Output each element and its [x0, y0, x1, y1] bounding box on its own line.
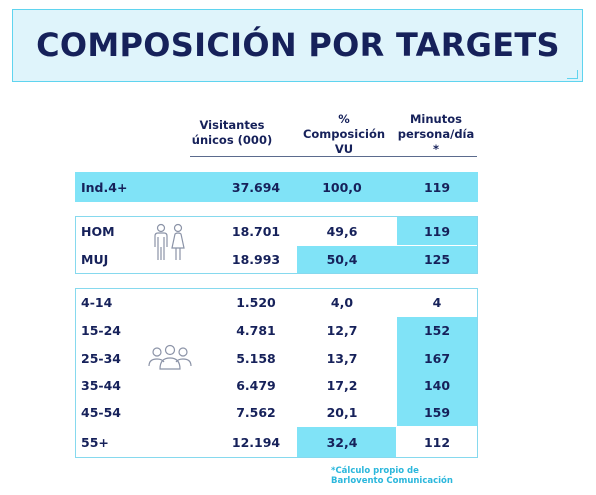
composition-cell: 20,1	[326, 405, 358, 420]
highlight-muj-composition-minutes	[297, 246, 477, 273]
minutes-cell: 119	[423, 179, 451, 195]
minutes-cell: 159	[423, 405, 451, 420]
table-row-age: 55+ 12.194 32,4 112	[75, 427, 477, 457]
row-label: HOM	[81, 223, 115, 239]
page-title: COMPOSICIÓN POR TARGETS	[36, 26, 560, 64]
visitors-cell: 37.694	[231, 179, 281, 195]
footnote-line1: *Cálculo propio de	[331, 466, 419, 476]
man-woman-icon	[154, 223, 185, 260]
row-label: 15-24	[81, 323, 121, 338]
visitors-cell: 18.993	[231, 252, 281, 267]
minutes-cell: 125	[423, 252, 451, 267]
highlight-55-composition	[297, 427, 396, 457]
visitors-cell: 18.701	[231, 223, 281, 239]
minutes-cell: 152	[423, 323, 451, 338]
composition-cell: 32,4	[326, 434, 358, 450]
gender-group-box	[75, 216, 478, 274]
age-group-box	[75, 288, 478, 458]
minutes-cell: 140	[423, 378, 451, 393]
header-visitors-line1: Visitantes	[199, 118, 265, 132]
header-composition-line3: VU	[334, 142, 354, 156]
table-row-hom: HOM 18.701 49,6 119	[75, 217, 477, 245]
visitors-cell: 1.520	[236, 295, 276, 310]
visitors-cell: 12.194	[231, 434, 281, 450]
table-row-muj: MUJ 18.993 50,4 125	[75, 246, 477, 273]
table-row-age: 15-24 4.781 12,7 152	[75, 317, 477, 344]
group-people-icon	[148, 344, 192, 370]
header-minutes-line1: Minutos	[409, 112, 462, 126]
minutes-cell: 119	[423, 223, 451, 239]
row-label: 4-14	[81, 295, 113, 310]
table-row-age: 25-34 5.158 13,7 167	[75, 344, 477, 372]
row-label: 25-34	[81, 350, 121, 366]
header-composition-line2: Composición	[302, 127, 386, 141]
header-composition: % Composición VU	[297, 112, 391, 157]
row-label: 55+	[81, 434, 109, 450]
row-label: 35-44	[81, 378, 121, 393]
row-label: MUJ	[81, 252, 109, 267]
row-label: Ind.4+	[81, 179, 128, 195]
visitors-cell: 6.479	[236, 378, 276, 393]
header-divider	[190, 156, 477, 157]
header-visitors-line2: únicos (000)	[191, 133, 273, 147]
table-row-age: 45-54 7.562 20,1 159	[75, 399, 477, 426]
visitors-cell: 7.562	[236, 405, 276, 420]
minutes-cell: 112	[423, 434, 451, 450]
header-visitors: Visitantes únicos (000)	[190, 118, 274, 148]
footnote-line2: Barlovento Comunicación	[331, 476, 453, 486]
header-composition-line1: %	[338, 112, 350, 126]
highlight-age-minutes	[397, 317, 477, 426]
visitors-cell: 5.158	[236, 350, 276, 366]
composition-cell: 13,7	[326, 350, 358, 366]
table-row-age: 35-44 6.479 17,2 140	[75, 372, 477, 399]
header-minutes-line3: *	[432, 142, 439, 156]
composition-cell: 50,4	[326, 252, 358, 267]
minutes-cell: 167	[423, 350, 451, 366]
composition-cell: 12,7	[326, 323, 358, 338]
footnote: *Cálculo propio de Barlovento Comunicaci…	[331, 466, 453, 486]
header-minutes: Minutos persona/día *	[394, 112, 478, 157]
visitors-cell: 4.781	[236, 323, 276, 338]
header-minutes-line2: persona/día	[397, 127, 475, 141]
total-row-highlight	[75, 172, 478, 202]
highlight-hom-minutes	[397, 217, 477, 245]
table-row-age: 4-14 1.520 4,0 4	[75, 289, 477, 316]
minutes-cell: 4	[432, 295, 442, 310]
composition-cell: 17,2	[326, 378, 358, 393]
composition-cell: 100,0	[322, 179, 362, 195]
composition-cell: 4,0	[330, 295, 354, 310]
row-label: 45-54	[81, 405, 121, 420]
title-banner	[12, 9, 583, 82]
table-row-total: Ind.4+ 37.694 100,0 119	[75, 172, 477, 202]
composition-cell: 49,6	[326, 223, 358, 239]
